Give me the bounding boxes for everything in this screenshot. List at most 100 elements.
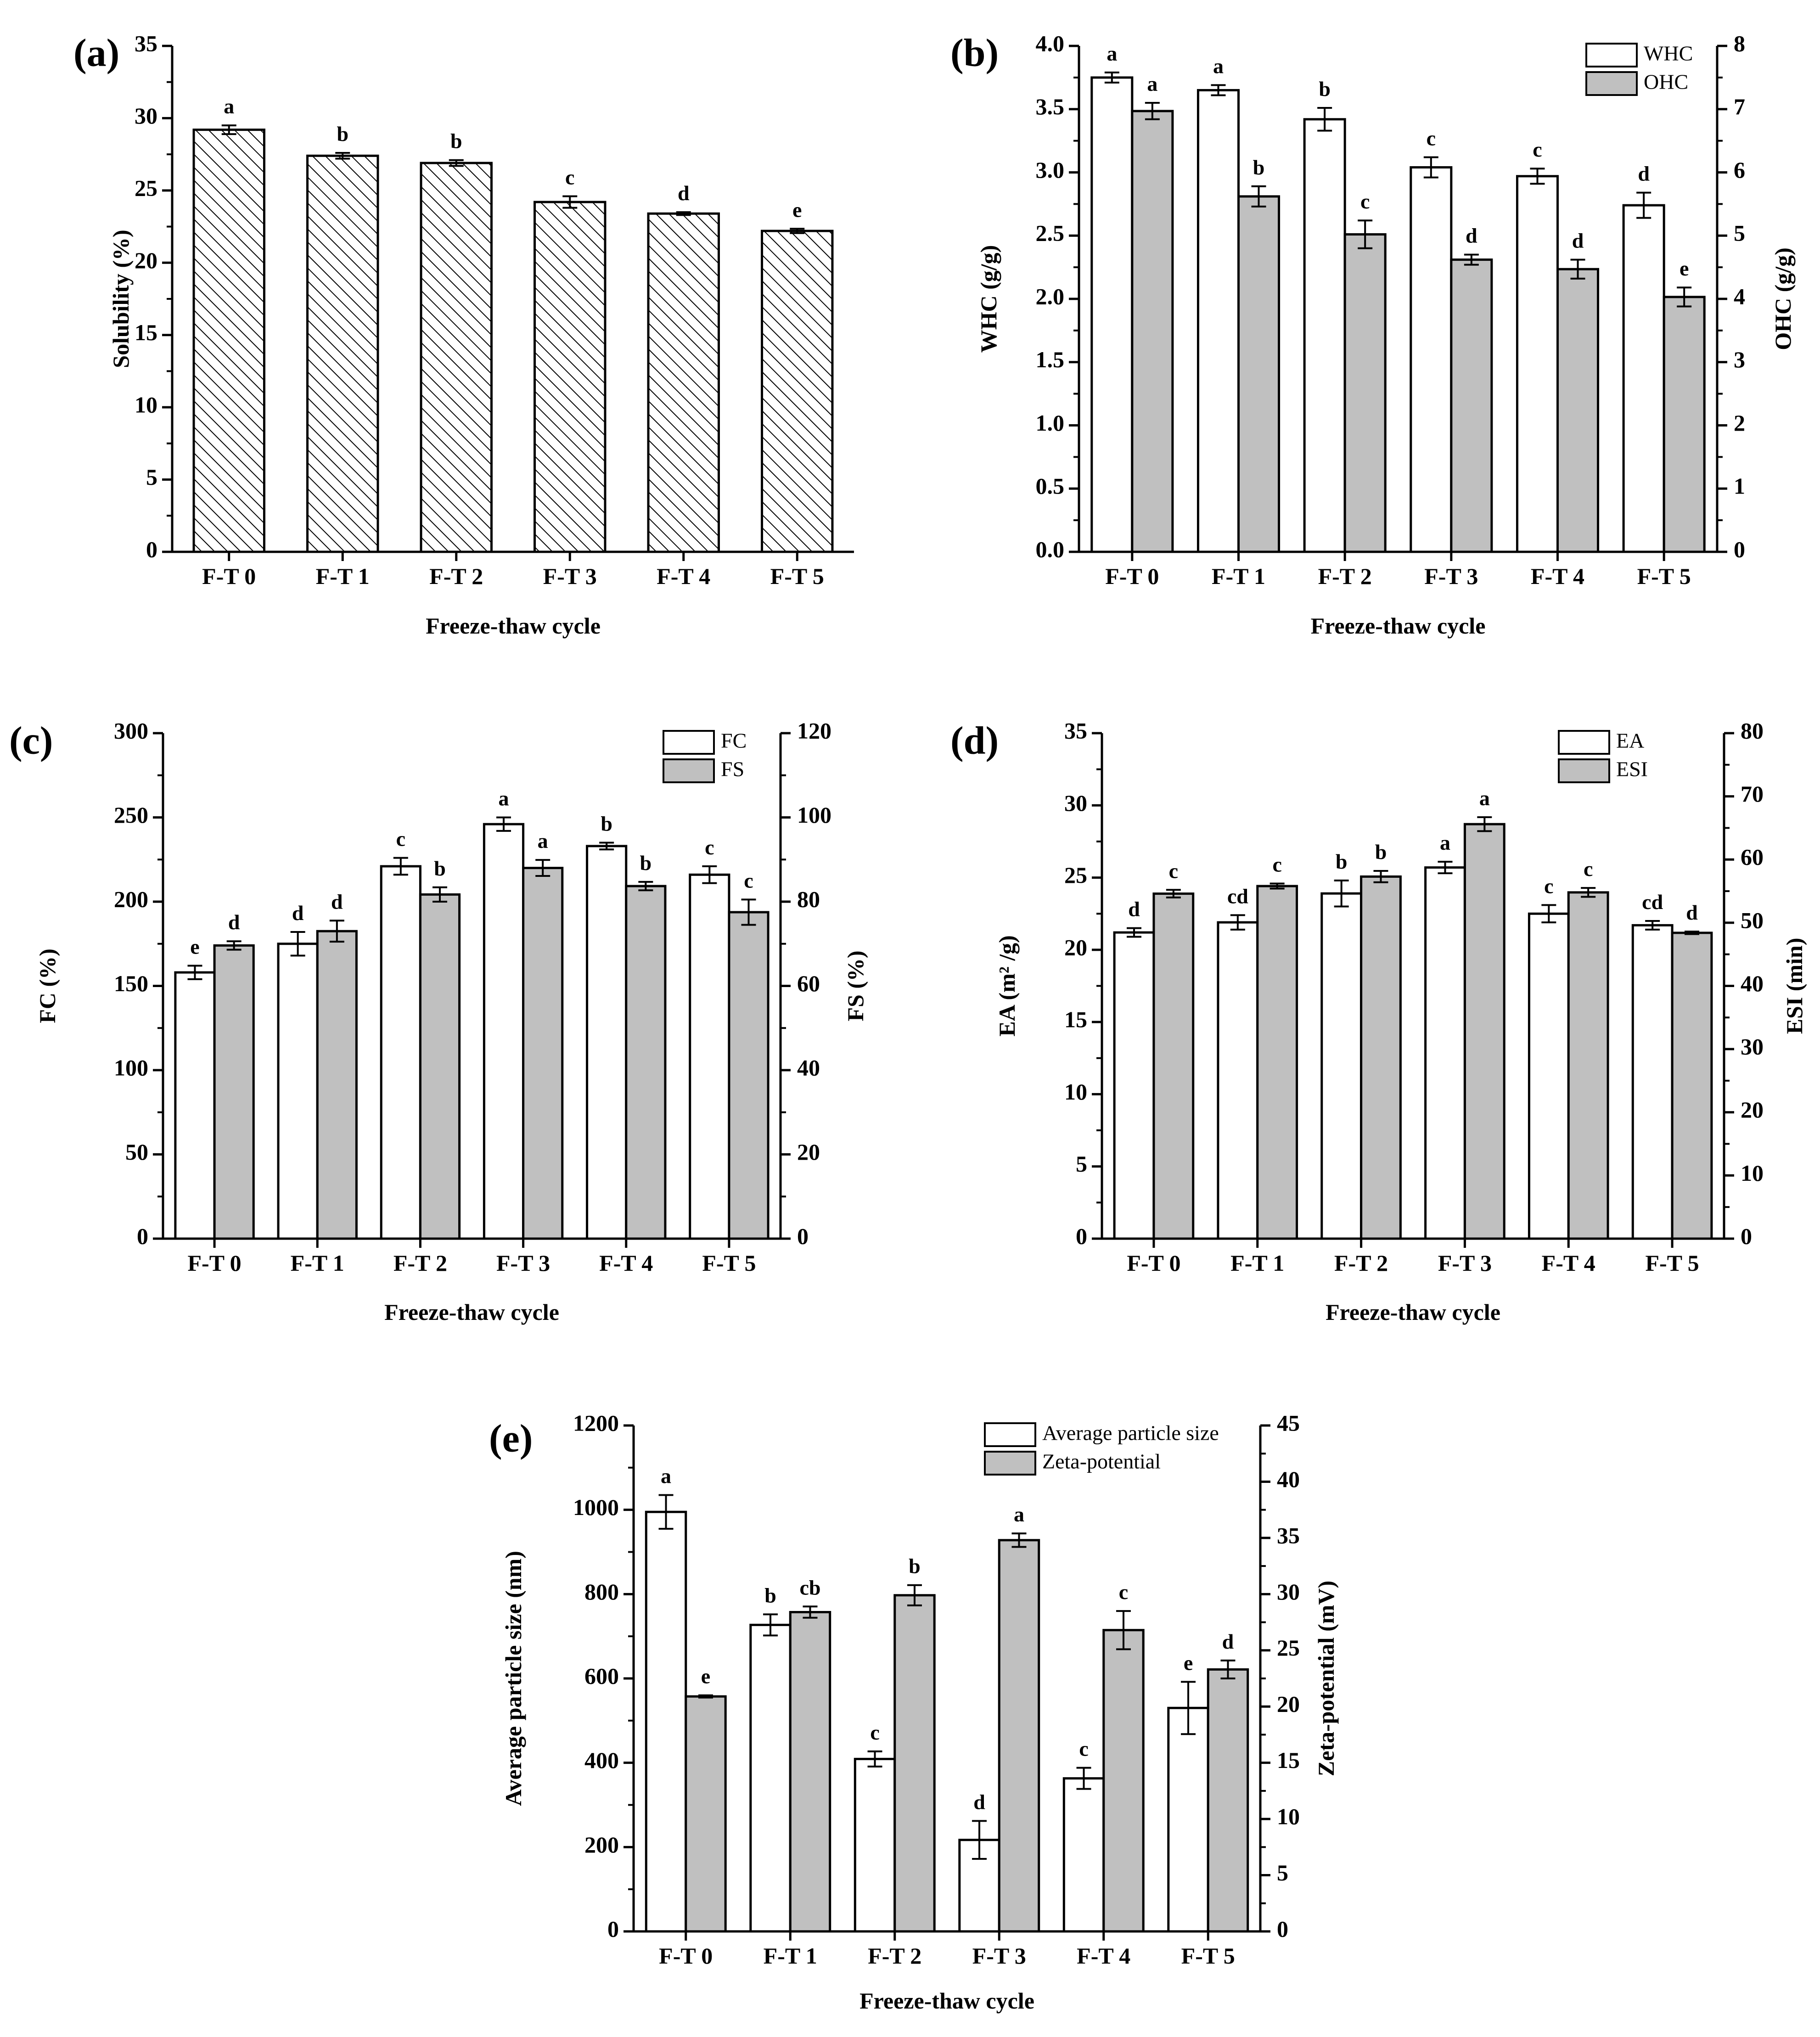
y-tick-label-left: 50 <box>125 1139 148 1165</box>
significance-letter: c <box>1272 853 1281 876</box>
y-tick-label-right: 50 <box>1741 907 1764 933</box>
bar-ea <box>1424 866 1466 1240</box>
panel-label: (b) <box>950 31 999 75</box>
chart-panel-b: (b) 0.0 0.5 1.0 1.5 2.0 2.5 3.0 3.5 4.0 0 1 2 3 4 5 6 7 8 W… <box>950 30 1796 639</box>
y-tick-label-left: 300 <box>114 718 148 743</box>
significance-letter: c <box>705 836 714 859</box>
significance-letter: b <box>1336 850 1348 873</box>
x-tick-label: F-T 0 <box>1127 1250 1180 1276</box>
y-tick-label-right: 120 <box>797 718 831 743</box>
y-axis-title-right: Zeta-potential (mV) <box>1313 1581 1339 1776</box>
y-tick-label-left: 4.0 <box>1036 30 1065 56</box>
y-tick-label-right: 30 <box>1741 1034 1764 1060</box>
bar-ohc <box>1556 268 1600 553</box>
bar-solubility <box>761 230 834 553</box>
y-tick-label-left: 1.0 <box>1036 410 1065 436</box>
significance-letter: d <box>1222 1630 1234 1653</box>
significance-letter: a <box>1479 786 1490 810</box>
panel-label: (e) <box>489 1416 533 1460</box>
significance-letter: d <box>1686 901 1698 924</box>
y-tick-label-left: 3.5 <box>1036 94 1065 119</box>
y-tick-label-left: 0.0 <box>1036 536 1065 562</box>
bar-esi <box>1671 932 1713 1240</box>
x-axis-title: Freeze-thaw cycle <box>426 613 601 639</box>
y-axis-title-left: Average particle size (nm) <box>500 1551 526 1806</box>
y-tick-label-left: 3.0 <box>1036 157 1065 183</box>
y-tick-label-right: 35 <box>1277 1522 1300 1548</box>
significance-letter: b <box>909 1554 921 1578</box>
bar-fc <box>586 845 628 1240</box>
significance-letter: cd <box>1227 884 1248 908</box>
y-tick-label-left: 5 <box>1076 1151 1087 1177</box>
legend-label: OHC <box>1644 70 1688 94</box>
y-tick-label-right: 80 <box>1741 718 1764 743</box>
y-tick-label-right: 70 <box>1741 781 1764 807</box>
legend-label: Zeta-potential <box>1042 1450 1161 1473</box>
y-tick-label-left: 400 <box>584 1747 619 1773</box>
bar-fc <box>483 823 525 1240</box>
significance-letter: d <box>1128 898 1140 921</box>
y-tick-label-left: 5 <box>146 464 157 490</box>
bar-whc <box>1622 204 1665 553</box>
bar-ohc <box>1450 258 1493 553</box>
x-tick-label: F-T 1 <box>1230 1250 1284 1276</box>
bar-ea <box>1217 921 1259 1240</box>
x-tick-label: F-T 5 <box>1646 1250 1699 1276</box>
significance-letter: c <box>1119 1580 1128 1604</box>
x-tick-label: F-T 1 <box>316 563 370 589</box>
y-tick-label-left: 2.5 <box>1036 220 1065 246</box>
y-tick-label-right: 45 <box>1277 1410 1300 1436</box>
legend-label: FS <box>721 758 744 781</box>
significance-letter: e <box>1184 1651 1193 1674</box>
x-tick-label: F-T 1 <box>291 1250 344 1276</box>
y-tick-label-left: 2.0 <box>1036 283 1065 309</box>
significance-letter: a <box>224 95 234 118</box>
legend-swatch <box>663 758 715 783</box>
significance-letter: b <box>337 122 348 146</box>
significance-letter: c <box>1584 857 1593 881</box>
significance-letter: b <box>1319 77 1331 101</box>
y-tick-label-right: 0 <box>1741 1223 1752 1249</box>
y-tick-label-left: 200 <box>584 1832 619 1857</box>
bar-zeta-potential <box>1102 1629 1145 1933</box>
y-tick-label-right: 8 <box>1734 30 1745 56</box>
legend-label: WHC <box>1644 42 1693 65</box>
legend-label: ESI <box>1616 758 1648 781</box>
y-tick-label-right: 7 <box>1734 94 1745 119</box>
significance-letter: c <box>870 1721 879 1744</box>
y-tick-label-left: 25 <box>135 175 157 201</box>
bar-average-particle-size <box>749 1623 792 1933</box>
chart-panel-d: (d) 0 5 10 15 20 25 30 35 0 10 20 30 40 50 60 70 80 EA (m²… <box>950 718 1807 1325</box>
x-tick-label: F-T 4 <box>1077 1943 1130 1969</box>
x-tick-label: F-T 5 <box>1181 1943 1235 1969</box>
x-tick-label: F-T 4 <box>599 1250 653 1276</box>
bar-whc <box>1196 89 1240 553</box>
bar-solubility <box>192 129 265 553</box>
bar-ohc <box>1343 233 1387 553</box>
y-tick-label-left: 0 <box>1076 1223 1087 1249</box>
panel-label: (a) <box>73 31 119 75</box>
y-axis-title-left: Solubility (%) <box>108 230 134 368</box>
x-tick-label: F-T 3 <box>1438 1250 1492 1276</box>
significance-letter: e <box>792 198 802 221</box>
significance-letter: c <box>396 827 405 851</box>
bar-ohc <box>1131 110 1174 553</box>
y-tick-label-left: 0 <box>137 1223 148 1249</box>
significance-letter: b <box>434 857 446 880</box>
x-tick-label: F-T 4 <box>1542 1250 1595 1276</box>
y-tick-label-left: 800 <box>584 1579 619 1605</box>
significance-letter: b <box>764 1583 776 1607</box>
x-tick-label: F-T 0 <box>659 1943 713 1969</box>
bar-fc <box>277 943 319 1240</box>
x-axis-title: Freeze-thaw cycle <box>1326 1299 1500 1325</box>
panel-label: (c) <box>9 718 53 763</box>
x-tick-label: F-T 1 <box>764 1943 817 1969</box>
x-tick-label: F-T 3 <box>972 1943 1026 1969</box>
significance-letter: a <box>498 787 509 810</box>
legend-swatch <box>663 730 715 755</box>
y-axis-title-right: FS (%) <box>843 950 868 1021</box>
bar-fs <box>728 911 770 1240</box>
significance-letter: e <box>1680 257 1689 280</box>
bar-whc <box>1303 118 1346 553</box>
y-tick-label-right: 40 <box>797 1055 820 1080</box>
